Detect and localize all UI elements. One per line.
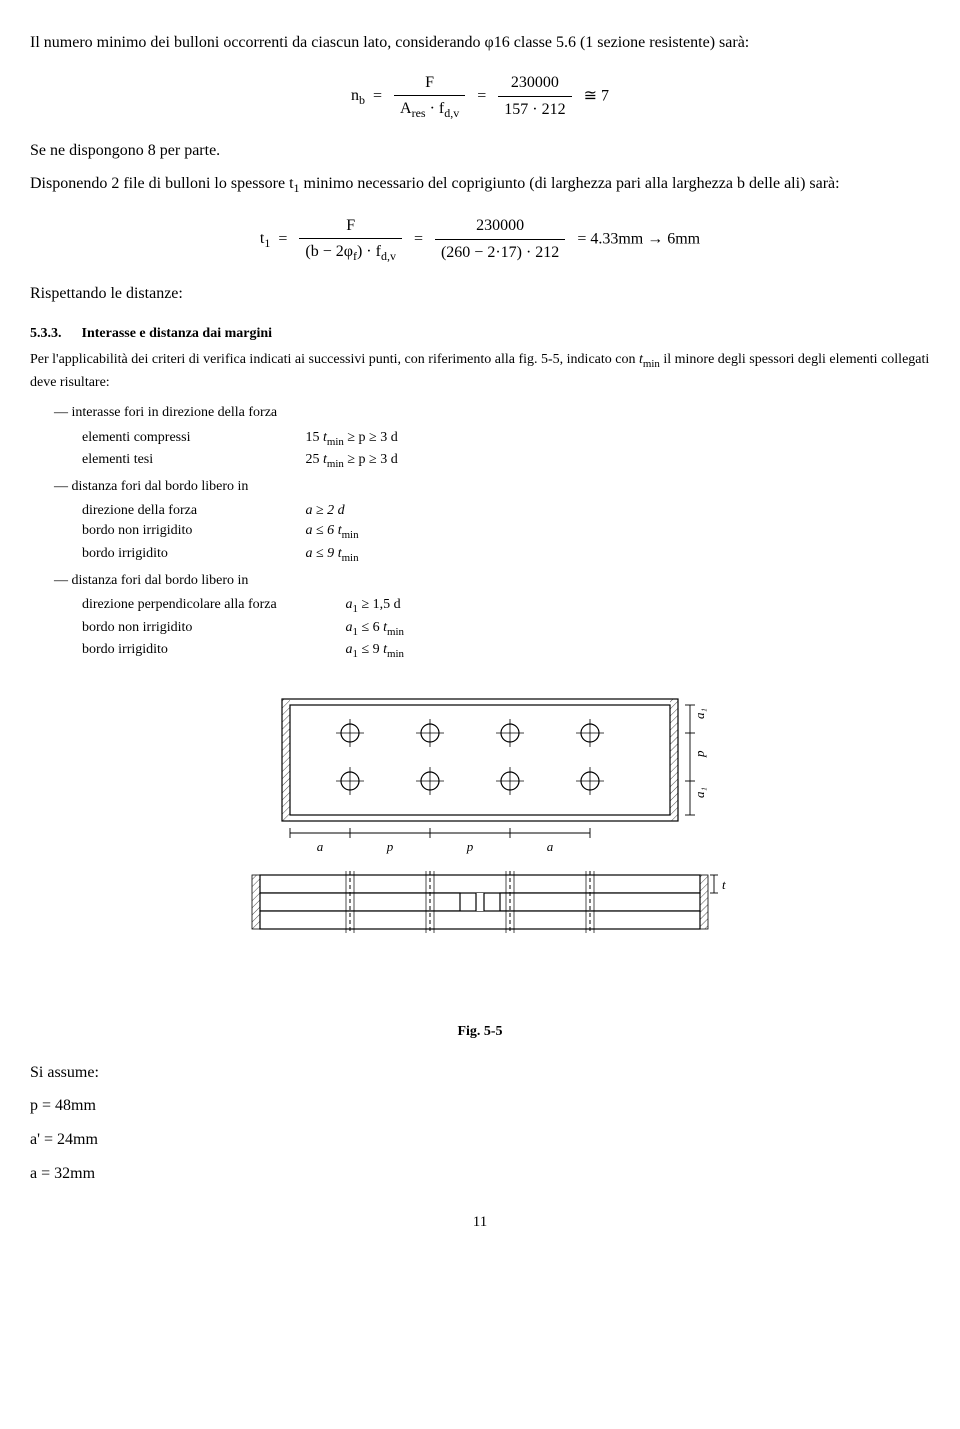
- spec-item-2-sub-1: bordo non irrigidito a1 ≤ 6 tmin: [82, 618, 930, 641]
- page-number: 11: [30, 1210, 930, 1234]
- svg-text:a: a: [547, 839, 554, 854]
- spec-item-0-sub-1: elementi tesi 25 tmin ≥ p ≥ 3 d: [82, 450, 930, 473]
- figure-5-5: a p p a a₁ p a₁ t: [30, 685, 930, 1014]
- svg-text:a₁: a₁: [692, 787, 707, 798]
- figure-caption: Fig. 5-5: [30, 1021, 930, 1043]
- svg-text:a: a: [317, 839, 324, 854]
- svg-text:p: p: [692, 750, 707, 758]
- assume-line-1: a' = 24mm: [30, 1127, 930, 1153]
- spec-item-2-sub-0: direzione perpendicolare alla forza a1 ≥…: [82, 595, 930, 618]
- spec-section: 5.3.3. Interasse e distanza dai margini …: [30, 324, 930, 663]
- assume-line-2: a = 32mm: [30, 1161, 930, 1187]
- eq1-lhs: nb: [351, 87, 365, 104]
- intro-paragraph-3: Disponendo 2 file di bulloni lo spessore…: [30, 171, 930, 198]
- eq1-frac1: F Ares · fd,v: [394, 70, 465, 124]
- spec-item-0: — interasse fori in direzione della forz…: [54, 403, 930, 423]
- assume-title: Si assume:: [30, 1060, 930, 1086]
- spec-item-1-sub-1: bordo non irrigidito a ≤ 6 tmin: [82, 521, 930, 544]
- eq2-frac1: F (b − 2φf) · fd,v: [299, 213, 402, 267]
- equation-t1: t1 = F (b − 2φf) · fd,v = 230000 (260 − …: [30, 213, 930, 267]
- spec-list: — interasse fori in direzione della forz…: [54, 403, 930, 663]
- figure-svg: a p p a a₁ p a₁ t: [220, 685, 740, 1005]
- spec-section-number: 5.3.3.: [30, 324, 78, 344]
- intro-paragraph-1: Il numero minimo dei bulloni occorrenti …: [30, 30, 930, 56]
- spec-item-1-sub-0: direzione della forza a ≥ 2 d: [82, 501, 930, 521]
- svg-text:p: p: [386, 839, 394, 854]
- spec-intro: Per l'applicabilità dei criteri di verif…: [30, 350, 930, 393]
- svg-text:p: p: [466, 839, 474, 854]
- equation-nb: nb = F Ares · fd,v = 230000 157 · 212 ≅ …: [30, 70, 930, 124]
- spec-item-2: — distanza fori dal bordo libero in: [54, 571, 930, 591]
- spec-item-0-sub-0: elementi compressi 15 tmin ≥ p ≥ 3 d: [82, 428, 930, 451]
- spec-section-title: Interasse e distanza dai margini: [82, 324, 273, 344]
- svg-text:a₁: a₁: [692, 708, 707, 719]
- eq2-frac2: 230000 (260 − 2·17) · 212: [435, 213, 565, 265]
- intro-paragraph-2: Se ne dispongono 8 per parte.: [30, 138, 930, 164]
- svg-text:t: t: [722, 877, 726, 892]
- spec-item-1-sub-2: bordo irrigidito a ≤ 9 tmin: [82, 544, 930, 567]
- spec-item-1: — distanza fori dal bordo libero in: [54, 477, 930, 497]
- spec-item-2-sub-2: bordo irrigidito a1 ≤ 9 tmin: [82, 640, 930, 663]
- eq1-frac2: 230000 157 · 212: [498, 70, 571, 122]
- intro-respecting: Rispettando le distanze:: [30, 281, 930, 307]
- eq2-lhs: t1: [260, 230, 270, 247]
- assume-line-0: p = 48mm: [30, 1093, 930, 1119]
